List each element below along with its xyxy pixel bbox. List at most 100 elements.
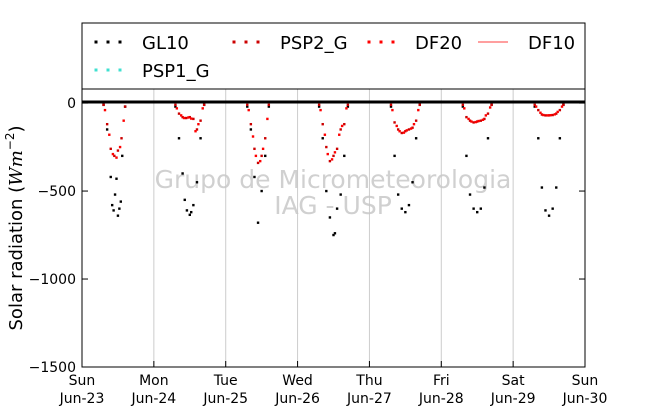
data-point [113, 193, 117, 196]
data-point [188, 213, 191, 217]
data-point [179, 114, 183, 117]
legend-label-psp2-g: PSP2_G [280, 33, 348, 54]
data-point [199, 137, 202, 140]
y-tick-label: −1000 [29, 272, 76, 288]
x-tick-label-date: Jun-29 [490, 391, 536, 407]
data-point [174, 105, 177, 108]
data-point [267, 103, 271, 107]
data-point [465, 115, 468, 119]
data-point [190, 210, 193, 214]
data-point [321, 122, 324, 126]
data-point [109, 175, 112, 179]
data-point [339, 128, 342, 131]
legend-marker-gl10 [118, 40, 122, 44]
x-tick-label-day: Wed [282, 373, 313, 389]
data-point [115, 177, 118, 180]
data-point [253, 175, 256, 179]
plot-frame [81, 88, 586, 368]
data-point [486, 112, 490, 115]
data-point [199, 119, 202, 122]
legend-marker-df20 [379, 40, 383, 44]
data-point [253, 147, 256, 151]
data-point [468, 119, 472, 122]
y-axis-label-unit: Wm [6, 150, 27, 186]
data-point [409, 127, 413, 130]
data-point [417, 108, 420, 112]
legend-box [81, 22, 586, 90]
data-point [479, 207, 483, 210]
x-tick-label-date: Jun-30 [562, 391, 608, 407]
data-point [325, 145, 328, 149]
data-point [470, 120, 473, 123]
legend-marker-psp2-g [232, 40, 236, 44]
data-point [481, 118, 485, 121]
data-point [195, 128, 199, 131]
data-point [391, 108, 394, 112]
data-point [181, 172, 184, 175]
y-axis-label-text: Solar radiation ( [6, 186, 27, 331]
x-tick-label-day: Mon [139, 373, 169, 389]
legend-marker-df20 [391, 40, 395, 44]
data-point [398, 130, 401, 133]
legend-label-psp1-g: PSP1_G [142, 61, 210, 82]
data-point [332, 233, 335, 237]
data-point [483, 186, 486, 189]
data-point [185, 209, 189, 212]
data-point [112, 209, 115, 212]
data-point [256, 161, 260, 165]
data-point [197, 122, 200, 126]
data-point [122, 119, 125, 122]
legend-marker-psp1-g [94, 68, 98, 72]
data-point [335, 207, 339, 210]
data-point [558, 108, 562, 112]
legend-label-gl10: GL10 [142, 33, 189, 54]
data-point [468, 193, 472, 196]
svg-text:Solar radiation (Wm−2): Solar radiation (Wm−2) [3, 125, 27, 330]
x-tick-label-date: Jun-27 [346, 391, 392, 407]
grid-lines [153, 89, 514, 367]
data-point [407, 203, 411, 207]
data-point [476, 120, 479, 123]
legend-marker-gl10 [106, 40, 110, 44]
data-point [267, 105, 271, 108]
y-tick-label: 0 [67, 96, 76, 112]
data-point [102, 103, 105, 107]
y-axis-label: Solar radiation (Wm−2) [3, 125, 27, 330]
y-axis-label-close: ) [6, 125, 27, 132]
data-point [260, 189, 263, 193]
data-point [254, 154, 258, 158]
data-point [335, 147, 339, 151]
data-point [332, 154, 335, 158]
data-point [472, 121, 475, 124]
data-point [490, 103, 493, 107]
data-point [338, 133, 341, 136]
x-tick-label-date: Jun-26 [274, 391, 320, 407]
data-point [343, 122, 346, 126]
data-point [404, 210, 407, 214]
legend-marker-gl10 [94, 40, 98, 44]
data-point [551, 207, 554, 210]
data-point [261, 147, 265, 151]
x-tick-label-day: Sun [572, 373, 599, 389]
data-point [317, 105, 321, 108]
data-point [201, 107, 204, 110]
y-axis-label-exponent: −2 [3, 133, 17, 151]
data-point [551, 113, 554, 117]
y-tick-label: −1500 [29, 360, 76, 376]
data-point [412, 122, 416, 126]
data-point [402, 131, 406, 134]
data-point [546, 114, 549, 117]
data-point [553, 113, 557, 116]
data-point [115, 156, 118, 159]
data-point [246, 103, 249, 107]
data-point [533, 105, 536, 108]
data-point [177, 137, 181, 140]
data-point [461, 103, 465, 107]
data-point [414, 119, 418, 122]
data-point [540, 186, 544, 189]
legend: GL10 PSP2_G DF20 DF10 PSP1_G [81, 22, 586, 90]
legend-marker-psp2-g [256, 40, 260, 44]
data-point [266, 117, 269, 121]
data-point [326, 152, 329, 156]
